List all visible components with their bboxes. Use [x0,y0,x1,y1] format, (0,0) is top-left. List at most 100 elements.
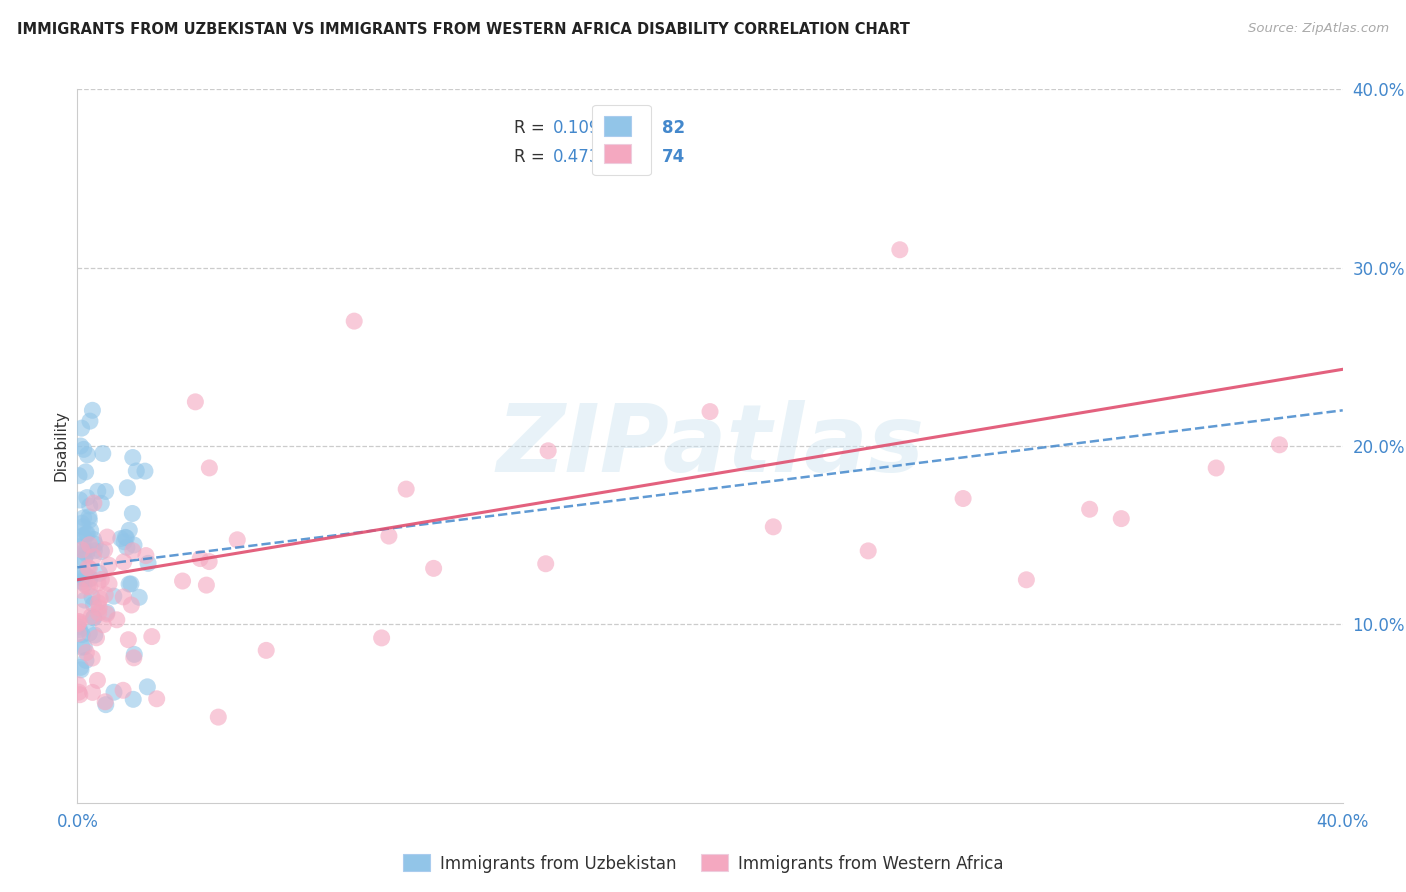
Point [67,556,90,570]
Point [73,531,96,545]
Point [136,557,159,571]
Point [537,443,560,458]
Point [70,640,93,655]
Point [378,529,401,543]
Point [889,243,911,257]
Point [80,590,103,604]
Text: 74: 74 [662,148,685,166]
Point [112,683,135,698]
Point [75,568,97,582]
Point [69,660,91,674]
Point [96,530,118,544]
Point [83,549,105,564]
Point [75,653,97,667]
Point [89,601,111,615]
Point [69,623,91,637]
Point [67,620,90,634]
Point [226,533,249,547]
Point [79,571,101,585]
Point [90,496,112,510]
Point [1111,511,1133,525]
Point [117,632,139,647]
Point [73,552,96,566]
Text: IMMIGRANTS FROM UZBEKISTAN VS IMMIGRANTS FROM WESTERN AFRICA DISABILITY CORRELAT: IMMIGRANTS FROM UZBEKISTAN VS IMMIGRANTS… [17,22,910,37]
Point [76,526,98,541]
Point [121,450,143,465]
Point [87,606,110,620]
Point [87,484,110,499]
Point [122,538,145,552]
Text: N =: N = [621,148,658,166]
Point [121,543,143,558]
Point [98,576,121,591]
Point [82,403,104,417]
Point [198,555,221,569]
Point [76,544,98,558]
Point [72,574,94,589]
Point [69,688,91,702]
Point [83,543,105,558]
Point [82,685,104,699]
Point [70,583,93,598]
Point [79,499,101,513]
Point [1015,573,1038,587]
Point [70,605,93,619]
Point [103,685,125,699]
Text: Source: ZipAtlas.com: Source: ZipAtlas.com [1249,22,1389,36]
Point [75,527,97,541]
Point [120,577,142,591]
Point [86,673,108,688]
Point [1078,502,1101,516]
Text: ZIPatlas: ZIPatlas [496,400,924,492]
Point [128,591,150,605]
Point [75,646,97,660]
Point [67,678,90,692]
Point [105,613,128,627]
Point [89,591,111,606]
Point [115,541,138,555]
Point [112,555,135,569]
Point [69,493,91,508]
Point [125,464,148,478]
Text: R =: R = [515,148,550,166]
Point [77,509,100,524]
Point [73,544,96,558]
Text: R =: R = [515,120,550,137]
Point [122,692,145,706]
Point [70,627,93,641]
Point [87,596,110,610]
Point [79,538,101,552]
Point [69,439,91,453]
Point [188,551,211,566]
Point [67,540,90,554]
Point [72,511,94,525]
Point [83,611,105,625]
Point [122,650,145,665]
Point [82,598,104,612]
Text: 0.473: 0.473 [553,148,600,166]
Point [67,685,90,699]
Point [96,606,118,620]
Point [76,448,98,462]
Point [858,544,880,558]
Point [76,547,98,561]
Point [70,421,93,435]
Point [120,598,142,612]
Point [73,442,96,457]
Point [70,542,93,557]
Point [67,616,90,631]
Point [103,589,125,603]
Point [79,524,101,538]
Text: N =: N = [621,120,658,137]
Point [79,414,101,428]
Point [76,580,98,594]
Point [87,576,110,591]
Point [83,533,105,547]
Point [136,680,159,694]
Point [112,534,135,549]
Point [67,468,90,483]
Point [70,663,93,677]
Point [84,537,107,551]
Point [118,577,141,591]
Point [343,314,366,328]
